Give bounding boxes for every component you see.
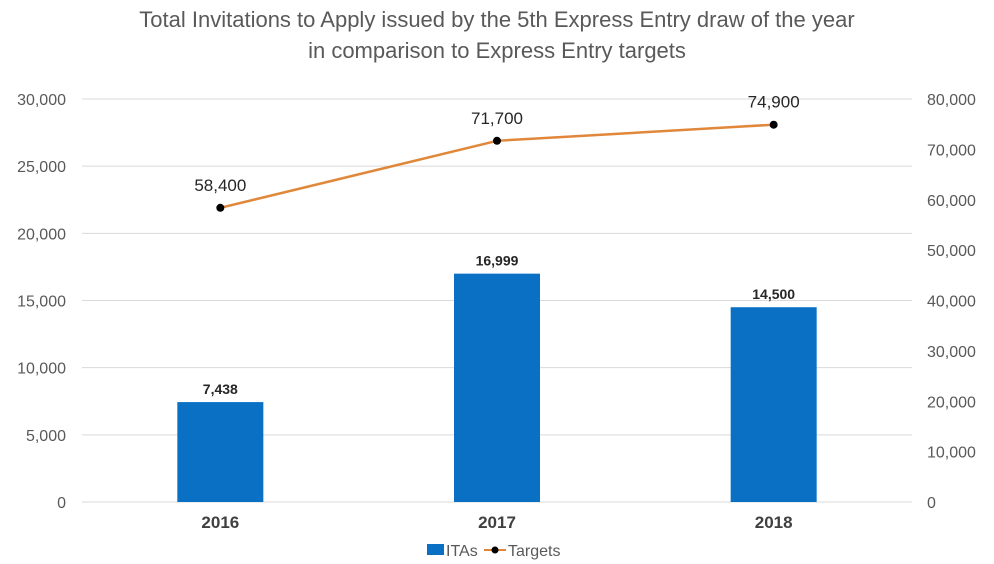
right-axis-tick-label: 50,000 bbox=[927, 243, 976, 260]
left-axis-tick-label: 25,000 bbox=[17, 159, 66, 176]
legend-label-itas: ITAs bbox=[446, 543, 478, 560]
right-axis-tick-label: 30,000 bbox=[927, 344, 976, 361]
x-axis-category-label: 2017 bbox=[478, 513, 516, 532]
point-targets-2018 bbox=[769, 120, 778, 129]
right-axis-tick-label: 0 bbox=[927, 495, 936, 512]
right-axis-tick-label: 70,000 bbox=[927, 142, 976, 159]
point-data-label: 58,400 bbox=[194, 176, 246, 195]
point-targets-2017 bbox=[493, 136, 501, 145]
point-data-label: 71,700 bbox=[471, 109, 523, 128]
right-axis-tick-label: 60,000 bbox=[927, 193, 976, 210]
right-axis-tick-label: 40,000 bbox=[927, 294, 976, 311]
left-axis-tick-label: 20,000 bbox=[17, 226, 66, 243]
right-axis-tick-label: 20,000 bbox=[927, 394, 976, 411]
bar-data-label: 16,999 bbox=[476, 253, 519, 269]
right-axis-tick-label: 80,000 bbox=[927, 92, 976, 109]
bar-itas-2017 bbox=[454, 273, 540, 502]
x-axis-category-label: 2018 bbox=[755, 513, 793, 532]
point-targets-2016 bbox=[216, 203, 225, 212]
x-axis-category-label: 2016 bbox=[201, 513, 239, 532]
chart-title-line-2: in comparison to Express Entry targets bbox=[308, 38, 686, 63]
chart-title-line-1: Total Invitations to Apply issued by the… bbox=[139, 7, 855, 32]
left-axis-tick-label: 0 bbox=[57, 495, 66, 512]
legend-label-targets: Targets bbox=[508, 543, 560, 560]
right-axis-tick-label: 10,000 bbox=[927, 445, 976, 462]
legend-swatch-targets-marker bbox=[491, 546, 499, 554]
point-data-label: 74,900 bbox=[748, 93, 800, 112]
bar-itas-2018 bbox=[730, 307, 817, 502]
left-axis-tick-label: 15,000 bbox=[17, 294, 66, 311]
bar-data-label: 14,500 bbox=[752, 286, 795, 302]
legend-swatch-itas bbox=[427, 544, 444, 555]
left-axis-tick-label: 5,000 bbox=[26, 428, 66, 445]
bar-data-label: 7,438 bbox=[203, 381, 238, 397]
bar-itas-2016 bbox=[177, 402, 264, 502]
left-axis-tick-label: 10,000 bbox=[17, 361, 66, 378]
left-axis-tick-label: 30,000 bbox=[17, 92, 66, 109]
chart-title: Total Invitations to Apply issued by the… bbox=[0, 4, 994, 66]
